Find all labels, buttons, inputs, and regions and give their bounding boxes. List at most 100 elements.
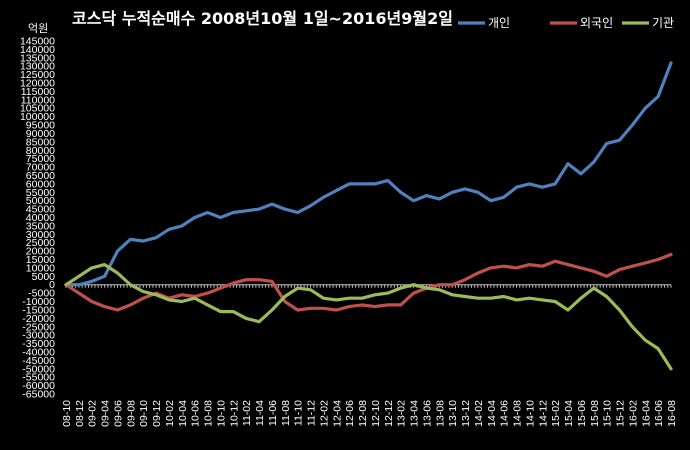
- x-tick-label: 12-06: [344, 400, 356, 427]
- x-tick-labels: 08-10 08-12 09-02 09-04 09-06 09-08 09-10 09-12…: [61, 400, 678, 427]
- x-tick-label: 11-06: [267, 400, 279, 426]
- x-tick-label: 11-12: [306, 400, 318, 426]
- x-tick-label: 16-08: [666, 400, 678, 427]
- y-tick-label: 70000: [26, 162, 55, 174]
- y-tick-label: 120000: [20, 78, 55, 90]
- y-tick-label: 85000: [26, 136, 55, 148]
- x-tick-label: 10-04: [177, 400, 189, 427]
- x-tick-label: 09-02: [87, 400, 99, 427]
- x-tick-label: 15-10: [602, 400, 614, 427]
- y-tick-label: 130000: [20, 61, 55, 73]
- x-tick-label: 14-08: [512, 400, 524, 427]
- x-tick-label: 09-04: [100, 400, 112, 427]
- x-tick-label: 09-10: [138, 400, 150, 427]
- y-tick-label: 35000: [26, 220, 55, 232]
- y-tick-label: -25000: [22, 321, 55, 333]
- series-lines: [64, 61, 673, 371]
- x-tick-label: 16-06: [653, 400, 665, 427]
- x-tick-label: 11-10: [293, 400, 305, 426]
- x-tick-label: 15-02: [550, 400, 562, 427]
- y-tick-label: 90000: [26, 128, 55, 140]
- x-tick-label: 08-12: [74, 400, 86, 427]
- y-tick-label: 30000: [26, 229, 55, 241]
- x-tick-label: 10-12: [228, 400, 240, 427]
- y-tick-label: 135000: [20, 52, 55, 64]
- x-tick-label: 10-02: [164, 400, 176, 427]
- y-tick-label: 65000: [26, 170, 55, 182]
- x-tick-label: 14-04: [486, 400, 498, 427]
- legend-label: 기관: [652, 16, 674, 30]
- y-tick-label: 0: [49, 279, 55, 291]
- y-tick-label: 110000: [21, 94, 55, 106]
- x-tick-label: 15-04: [563, 400, 575, 427]
- x-tick-label: 13-04: [409, 400, 421, 427]
- x-tick-label: 10-08: [203, 400, 215, 427]
- x-tick-label: 10-10: [215, 400, 227, 427]
- y-tick-label: -60000: [22, 380, 55, 392]
- series-line: [64, 263, 673, 371]
- x-tick-label: 12-10: [370, 400, 382, 427]
- y-tick-label: 105000: [20, 103, 55, 115]
- y-tick-label: 10000: [26, 262, 55, 274]
- y-tick-label: -15000: [22, 304, 55, 316]
- y-tick-label: 115000: [21, 86, 55, 98]
- x-tick-label: 15-08: [589, 400, 601, 427]
- x-tick-label: 16-02: [627, 400, 639, 427]
- x-tick-label: 14-12: [537, 400, 549, 427]
- x-tick-label: 09-08: [125, 400, 137, 427]
- y-tick-label: 75000: [26, 153, 55, 165]
- x-tick-label: 13-06: [421, 400, 433, 427]
- x-tick-label: 14-06: [499, 400, 511, 427]
- x-tick-label: 14-02: [473, 400, 485, 427]
- legend-label: 개인: [488, 16, 510, 30]
- x-tick-label: 08-10: [61, 400, 73, 427]
- y-tick-label: -35000: [22, 338, 55, 350]
- y-tick-label: 95000: [26, 120, 55, 132]
- x-tick-label: 12-12: [383, 400, 395, 427]
- x-tick-label: 09-12: [151, 400, 163, 427]
- legend-label: 외국인: [580, 16, 613, 30]
- y-tick-label: 145000: [20, 36, 55, 48]
- y-tick-label: 20000: [26, 246, 55, 258]
- x-tick-label: 13-08: [434, 400, 446, 427]
- y-tick-label: 140000: [20, 44, 55, 56]
- y-tick-label: -20000: [22, 313, 55, 325]
- y-tick-label: 25000: [26, 237, 55, 249]
- x-tick-label: 13-10: [447, 400, 459, 427]
- x-tick-label: 10-06: [190, 400, 202, 427]
- x-tick-label: 11-02: [241, 400, 253, 426]
- x-tick-label: 12-08: [357, 400, 369, 427]
- y-tick-label: 125000: [20, 69, 55, 81]
- y-tick-label: 5000: [32, 271, 56, 283]
- x-tick-label: 11-08: [280, 400, 292, 426]
- legend: 개인 외국인 기관: [458, 16, 674, 30]
- chart-title: 코스닥 누적순매수 2008년10월 1일~2016년9월2일: [72, 9, 453, 28]
- y-tick-labels: -65000-60000-55000-50000-45000-40000-350…: [20, 36, 55, 401]
- y-tick-label: -30000: [22, 330, 55, 342]
- y-tick-label: 55000: [26, 187, 55, 199]
- y-tick-label: 15000: [26, 254, 55, 266]
- y-tick-label: -10000: [22, 296, 55, 308]
- y-tick-label: 45000: [26, 204, 55, 216]
- y-tick-label: -5000: [28, 288, 55, 300]
- x-tick-label: 15-06: [576, 400, 588, 427]
- y-tick-label: -55000: [22, 372, 55, 384]
- series-line: [64, 61, 673, 287]
- y-tick-label: 50000: [26, 195, 55, 207]
- y-tick-label: 100000: [20, 111, 55, 123]
- x-tick-label: 16-04: [640, 400, 652, 427]
- x-tick-label: 14-10: [524, 400, 536, 427]
- y-tick-label: 60000: [26, 178, 55, 190]
- y-tick-label: 80000: [26, 145, 55, 157]
- y-tick-label: -50000: [22, 363, 55, 375]
- y-axis-unit: 억원: [28, 22, 48, 35]
- y-tick-label: 40000: [26, 212, 55, 224]
- x-tick-label: 11-04: [254, 400, 266, 426]
- x-tick-label: 09-06: [112, 400, 124, 427]
- y-tick-label: -65000: [22, 389, 55, 401]
- x-tick-label: 12-02: [318, 400, 330, 427]
- y-tick-label: -45000: [22, 355, 55, 367]
- x-tick-label: 13-12: [460, 400, 472, 427]
